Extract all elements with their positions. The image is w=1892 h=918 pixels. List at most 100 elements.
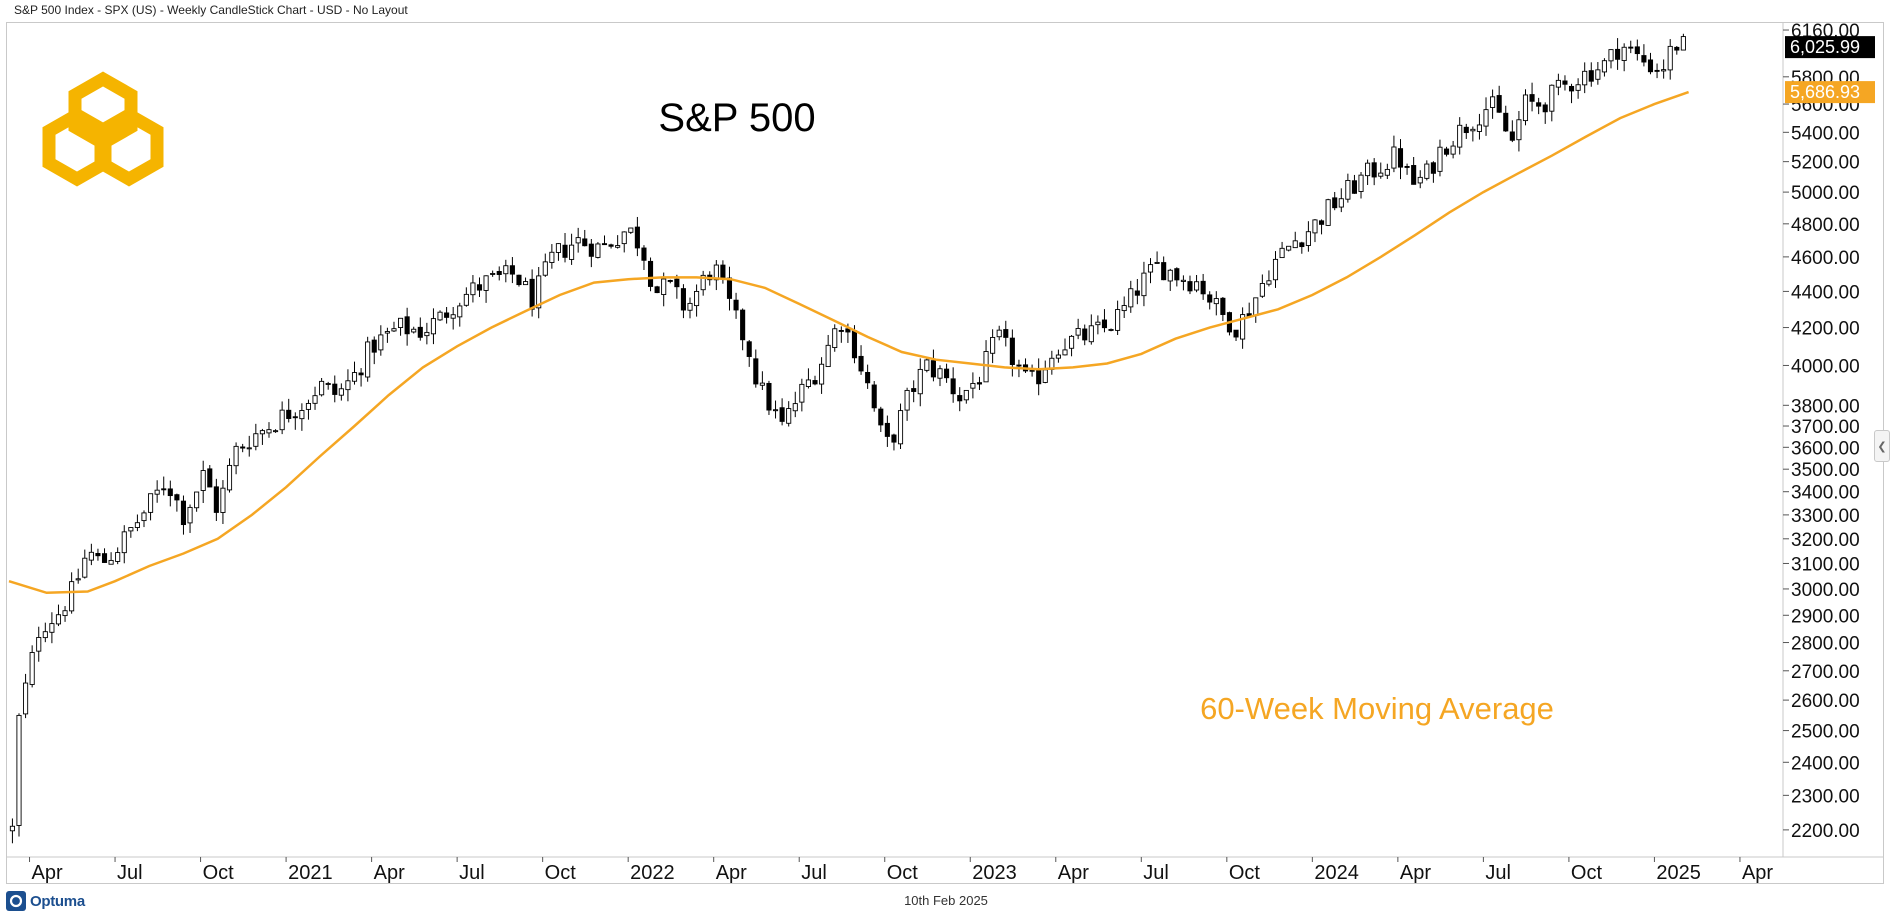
candle-up	[1272, 258, 1279, 281]
candle-up	[1391, 146, 1397, 169]
chart-frame[interactable]: S&P 500 60-Week Moving Average 2200.00 23…	[6, 22, 1884, 884]
candle-up	[832, 328, 838, 349]
candle-up	[463, 293, 469, 306]
candle-down	[1496, 95, 1502, 113]
candle-down	[207, 468, 213, 488]
candle-up	[595, 243, 601, 258]
candle-down	[753, 358, 759, 385]
y-tick-label: 4200.00	[1791, 319, 1860, 340]
candles-layer	[9, 33, 1686, 844]
candle-up	[694, 290, 700, 307]
candle-up	[220, 487, 226, 513]
candle-up	[1095, 321, 1101, 326]
candle-up	[128, 527, 134, 532]
candle-up	[1378, 172, 1384, 177]
candle-up	[115, 552, 121, 562]
candle-down	[1332, 197, 1338, 209]
y-tick-label: 3600.00	[1791, 438, 1860, 459]
candle-down	[1562, 80, 1568, 85]
candle-up	[1424, 163, 1430, 179]
candle-up	[1154, 261, 1160, 264]
candle-up	[233, 445, 239, 467]
candle-up	[312, 395, 318, 404]
candle-down	[1397, 148, 1404, 168]
x-tick-label: Apr	[374, 862, 405, 883]
y-tick-label: 2400.00	[1791, 753, 1860, 774]
x-tick-label: Jul	[801, 862, 827, 883]
candle-up	[1055, 354, 1061, 359]
y-tick-label: 2800.00	[1791, 634, 1860, 655]
candle-up	[805, 379, 811, 387]
candle-up	[904, 389, 910, 411]
candle-up	[1108, 328, 1114, 331]
candle-up	[351, 372, 358, 382]
moving-average-line	[8, 90, 1690, 595]
candle-up	[1601, 60, 1607, 73]
candle-up	[384, 331, 390, 334]
candle-down	[674, 278, 680, 288]
chart-date: 10th Feb 2025	[904, 893, 988, 908]
candle-down	[1674, 46, 1680, 51]
x-tick-label: Oct	[545, 862, 577, 883]
candle-up	[1437, 146, 1443, 172]
candle-down	[1003, 329, 1009, 338]
candle-down	[865, 371, 871, 384]
candle-up	[1621, 46, 1627, 61]
candle-up	[819, 363, 825, 385]
candle-up	[569, 244, 575, 260]
x-tick-label: Apr	[1742, 862, 1773, 883]
candle-up	[365, 341, 371, 378]
candle-down	[1647, 59, 1654, 73]
candle-down	[878, 408, 884, 426]
y-tick-label: 2200.00	[1791, 821, 1860, 842]
candle-down	[1161, 262, 1167, 281]
candle-down	[726, 277, 733, 299]
optuma-brand[interactable]: Optuma	[6, 890, 85, 912]
candle-down	[1220, 297, 1226, 315]
candle-down	[1082, 328, 1088, 341]
candle-up	[917, 368, 923, 395]
candle-down	[1509, 131, 1515, 141]
x-tick-label: Oct	[887, 862, 919, 883]
candle-down	[161, 488, 167, 491]
candle-down	[733, 299, 739, 311]
candle-up	[700, 274, 706, 291]
price-tags: 6,025.99 5,686.93	[1785, 36, 1875, 104]
candle-up	[621, 231, 627, 245]
candle-down	[608, 244, 614, 247]
candle-up	[1141, 272, 1147, 297]
candle-up	[437, 311, 443, 321]
candle-down	[851, 330, 858, 359]
candle-up	[49, 623, 55, 633]
candle-up	[345, 380, 351, 391]
candle-up	[1286, 245, 1292, 251]
candle-up	[786, 408, 792, 424]
candle-up	[1608, 49, 1614, 62]
candle-up	[1555, 79, 1561, 88]
candle-down	[1628, 46, 1634, 49]
y-tick-label: 5400.00	[1791, 123, 1860, 144]
y-tick-label: 4800.00	[1791, 215, 1860, 236]
candle-down	[1319, 220, 1325, 225]
candle-down	[944, 368, 950, 379]
x-tick-label: Jul	[1143, 862, 1169, 883]
candle-down	[641, 247, 647, 261]
candle-up	[1575, 84, 1581, 91]
candle-down	[838, 329, 844, 332]
candle-up	[9, 825, 15, 832]
candlestick-chart[interactable]: S&P 500 60-Week Moving Average 2200.00 23…	[7, 23, 1883, 883]
candle-up	[1490, 96, 1496, 108]
candle-up	[924, 359, 930, 371]
candle-up	[555, 243, 561, 253]
y-axis: 2200.00 2300.00 2400.00 2500.00 2600.00 2700.…	[1783, 23, 1860, 842]
chevron-left-icon[interactable]: ❮	[1874, 430, 1890, 462]
candle-down	[180, 500, 187, 526]
candle-up	[411, 328, 417, 333]
candle-down	[1615, 48, 1621, 60]
candle-up	[457, 305, 463, 318]
candle-up	[542, 261, 548, 276]
candle-down	[1568, 85, 1575, 92]
candle-up	[259, 430, 265, 435]
x-tick-label: Jul	[459, 862, 485, 883]
candle-down	[1029, 369, 1035, 372]
